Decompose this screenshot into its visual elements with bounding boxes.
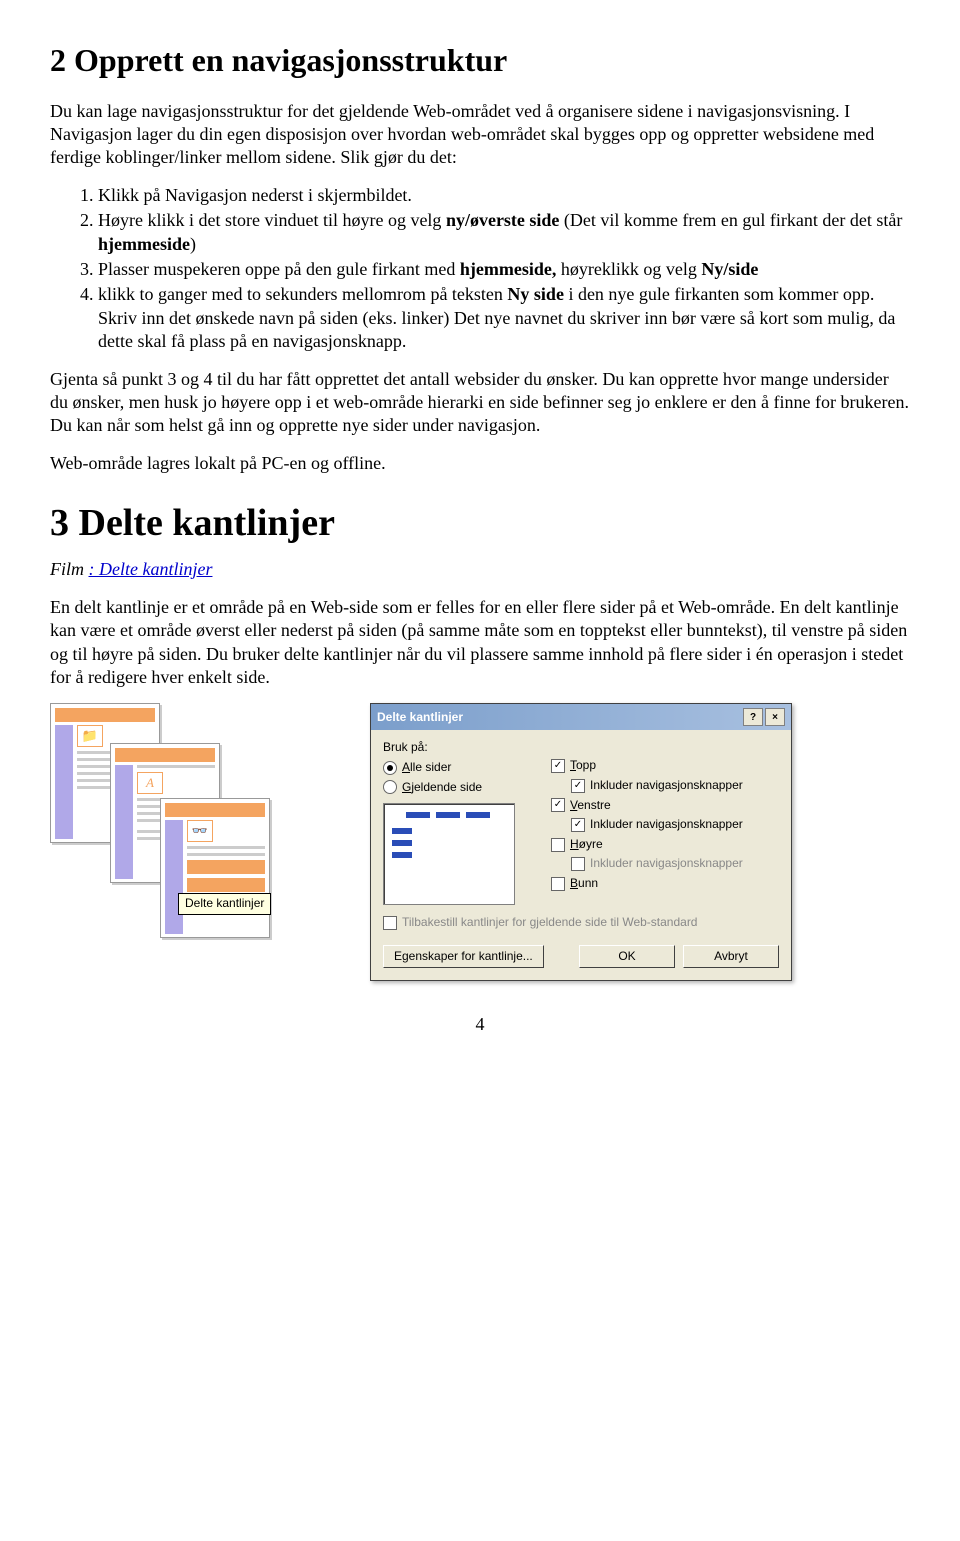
checkbox-right-label: Høyre (570, 837, 603, 853)
glasses-icon: 👓 (187, 820, 213, 842)
section2-steps: Klikk på Navigasjon nederst i skjermbild… (50, 184, 910, 354)
checkbox-nav-left[interactable] (571, 818, 585, 832)
thumb-page-3: 👓 (160, 798, 270, 938)
radio-all-pages-label: Alle sider (402, 760, 451, 776)
checkbox-nav-top-label: Inkluder navigasjonsknapper (590, 778, 743, 794)
checkbox-top-label: Topp (570, 758, 596, 774)
letter-a-icon: A (137, 772, 163, 794)
checkbox-right[interactable] (551, 838, 565, 852)
film-link[interactable]: : Delte kantlinjer (89, 559, 213, 579)
shared-borders-dialog: Delte kantlinjer ? × Bruk på: Alle sider… (370, 703, 792, 981)
dialog-help-button[interactable]: ? (743, 708, 763, 726)
checkbox-bottom-label: Bunn (570, 876, 598, 892)
bottom-figures: 📁 A 👓 (50, 703, 910, 983)
dialog-preview (383, 803, 515, 905)
checkbox-nav-right-label: Inkluder navigasjonsknapper (590, 856, 743, 872)
dialog-title-text: Delte kantlinjer (377, 710, 463, 726)
apply-label: Bruk på: (383, 740, 533, 756)
checkbox-top[interactable] (551, 759, 565, 773)
checkbox-nav-right (571, 857, 585, 871)
folder-icon: 📁 (77, 725, 103, 747)
film-link-line: Film : Delte kantlinjer (50, 558, 910, 581)
step-2: Høyre klikk i det store vinduet til høyr… (98, 209, 910, 256)
section2-para3: Web-område lagres lokalt på PC-en og off… (50, 452, 910, 475)
section3-para1: En delt kantlinje er et område på en Web… (50, 596, 910, 690)
radio-current-page[interactable] (383, 780, 397, 794)
radio-current-page-label: Gjeldende side (402, 780, 482, 796)
step-4: klikk to ganger med to sekunders mellomr… (98, 283, 910, 353)
checkbox-reset (383, 916, 397, 930)
section2-para2: Gjenta så punkt 3 og 4 til du har fått o… (50, 368, 910, 438)
checkbox-nav-top[interactable] (571, 779, 585, 793)
cancel-button[interactable]: Avbryt (683, 945, 779, 969)
checkbox-bottom[interactable] (551, 877, 565, 891)
shared-borders-illustration: 📁 A 👓 (50, 703, 340, 983)
radio-all-pages[interactable] (383, 761, 397, 775)
step-1: Klikk på Navigasjon nederst i skjermbild… (98, 184, 910, 207)
border-properties-button[interactable]: Egenskaper for kantlinje... (383, 945, 544, 969)
checkbox-nav-left-label: Inkluder navigasjonsknapper (590, 817, 743, 833)
checkbox-left-label: Venstre (570, 798, 611, 814)
illustration-tooltip: Delte kantlinjer (178, 893, 271, 915)
section3-heading: 3 Delte kantlinjer (50, 499, 910, 548)
ok-button[interactable]: OK (579, 945, 675, 969)
section2-para1: Du kan lage navigasjonsstruktur for det … (50, 100, 910, 170)
checkbox-left[interactable] (551, 798, 565, 812)
page-number: 4 (50, 1013, 910, 1036)
section2-heading: 2 Opprett en navigasjonsstruktur (50, 40, 910, 82)
dialog-close-button[interactable]: × (765, 708, 785, 726)
dialog-titlebar: Delte kantlinjer ? × (371, 704, 791, 730)
checkbox-reset-label: Tilbakestill kantlinjer for gjeldende si… (402, 915, 697, 931)
step-3: Plasser muspekeren oppe på den gule firk… (98, 258, 910, 281)
